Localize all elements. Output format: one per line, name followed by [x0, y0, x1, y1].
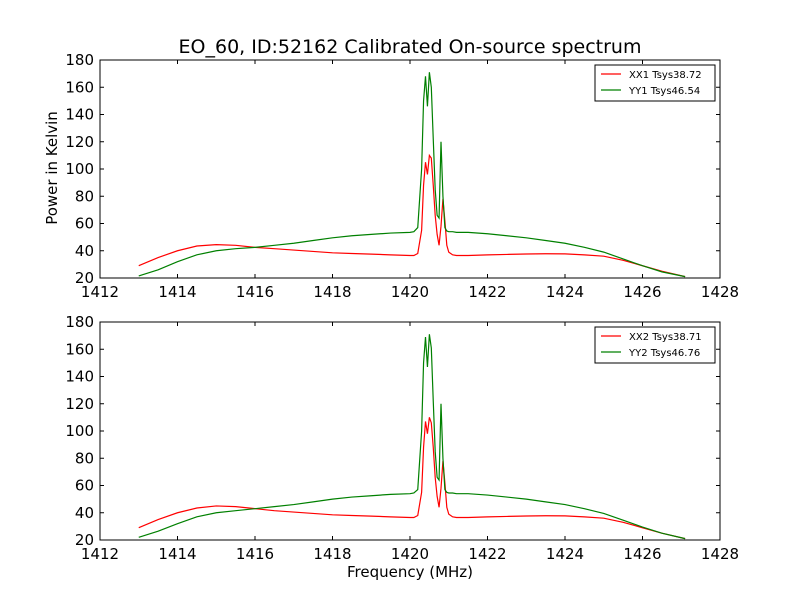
x-tick-label: 1412	[81, 283, 119, 301]
chart-title: EO_60, ID:52162 Calibrated On-source spe…	[179, 36, 642, 58]
legend-label: XX1 Tsys38.72	[629, 70, 702, 81]
legend-label: YY2 Tsys46.76	[628, 348, 700, 359]
y-tick-label: 120	[65, 395, 94, 413]
x-tick-label: 1416	[236, 545, 274, 563]
legend-frame	[594, 64, 716, 102]
x-tick-label: 1424	[546, 545, 584, 563]
series-line-yy2	[138, 334, 686, 540]
series-line-yy1	[138, 72, 686, 278]
y-tick-label: 80	[75, 187, 94, 205]
legend: XX2 Tsys38.71 YY2 Tsys46.76	[594, 326, 716, 364]
x-tick-label: 1420	[391, 545, 429, 563]
x-tick-label: 1412	[81, 545, 119, 563]
y-tick-label: 160	[65, 340, 94, 358]
x-tick-label: 1418	[313, 283, 351, 301]
x-tick-label: 1428	[701, 283, 739, 301]
y-tick-label: 160	[65, 78, 94, 96]
legend: XX1 Tsys38.72 YY1 Tsys46.54	[594, 64, 716, 102]
y-tick-label: 100	[65, 422, 94, 440]
legend-label: XX2 Tsys38.71	[629, 332, 702, 343]
y-tick-label: 40	[75, 504, 94, 522]
legend-label: YY1 Tsys46.54	[628, 86, 700, 97]
x-tick-label: 1414	[158, 545, 196, 563]
legend-frame	[594, 326, 716, 364]
y-tick-label: 120	[65, 133, 94, 151]
series-line-xx2	[138, 417, 686, 540]
series-line-xx1	[138, 153, 686, 278]
x-tick-label: 1422	[468, 283, 506, 301]
y-tick-label: 140	[65, 106, 94, 124]
x-tick-label: 1422	[468, 545, 506, 563]
x-tick-label: 1428	[701, 545, 739, 563]
spectrum-panel-bottom: 1412 1414 1416 1418 1420 1422 1424 1426 1428 20 40…	[65, 313, 739, 563]
y-axis-label: Power in Kelvin	[43, 111, 61, 225]
x-tick-label: 1414	[158, 283, 196, 301]
y-tick-label: 60	[75, 477, 94, 495]
y-tick-label: 40	[75, 242, 94, 260]
y-tick-label: 60	[75, 215, 94, 233]
x-axis-label: Frequency (MHz)	[347, 563, 473, 581]
x-tick-label: 1426	[623, 283, 661, 301]
y-tick-label: 100	[65, 160, 94, 178]
x-tick-label: 1418	[313, 545, 351, 563]
y-tick-label: 80	[75, 449, 94, 467]
x-tick-label: 1420	[391, 283, 429, 301]
spectrum-panel-top: 1412 1414 1416 1418 1420 1422 1424 1426 1428 20 40…	[65, 51, 739, 301]
y-tick-label: 180	[65, 313, 94, 331]
x-tick-label: 1424	[546, 283, 584, 301]
y-tick-label: 20	[75, 269, 94, 287]
y-tick-label: 20	[75, 531, 94, 549]
x-tick-label: 1416	[236, 283, 274, 301]
x-tick-label: 1426	[623, 545, 661, 563]
y-tick-label: 180	[65, 51, 94, 69]
y-tick-label: 140	[65, 368, 94, 386]
